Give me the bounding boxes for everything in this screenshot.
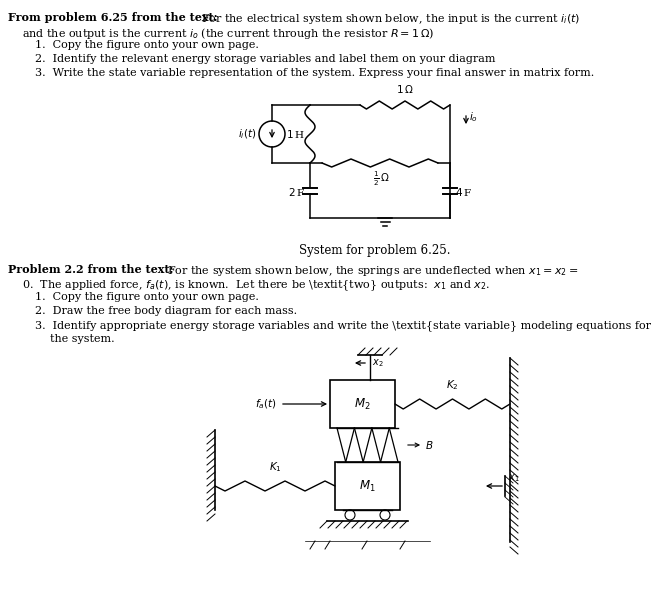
Text: 1.  Copy the figure onto your own page.: 1. Copy the figure onto your own page. [35, 292, 259, 302]
Text: 2.  Draw the free body diagram for each mass.: 2. Draw the free body diagram for each m… [35, 306, 297, 316]
Text: 1.  Copy the figure onto your own page.: 1. Copy the figure onto your own page. [35, 40, 259, 50]
Text: 3.  Identify appropriate energy storage variables and write the \textit{state va: 3. Identify appropriate energy storage v… [35, 320, 651, 331]
Text: the system.: the system. [50, 334, 114, 344]
Text: $M_2$: $M_2$ [354, 397, 371, 412]
Text: From problem 6.25 from the text:: From problem 6.25 from the text: [8, 12, 218, 23]
Text: $K_2$: $K_2$ [446, 378, 459, 392]
Text: $1\,$H: $1\,$H [286, 128, 305, 140]
Text: $2\,$F: $2\,$F [288, 187, 305, 199]
Bar [330, 380, 395, 428]
Text: $x_2$: $x_2$ [372, 357, 384, 369]
Text: Problem 2.2 from the text:: Problem 2.2 from the text: [8, 264, 174, 275]
Text: System for problem 6.25.: System for problem 6.25. [299, 244, 451, 257]
Text: $i_o$: $i_o$ [469, 110, 478, 124]
Text: $M_1$: $M_1$ [359, 478, 376, 494]
Bar [335, 462, 400, 510]
Text: $B$: $B$ [425, 439, 434, 451]
Text: 0.  The applied force, $f_a(t)$, is known.  Let there be \textit{two} outputs:  : 0. The applied force, $f_a(t)$, is known… [22, 278, 490, 293]
Text: $4\,$F: $4\,$F [455, 187, 472, 199]
Text: For the system shown below, the springs are undeflected when $x_1 = x_2 =$: For the system shown below, the springs … [160, 264, 578, 278]
Text: $\frac{1}{2}\,\Omega$: $\frac{1}{2}\,\Omega$ [374, 170, 390, 188]
Text: $f_a(t)$: $f_a(t)$ [255, 397, 277, 411]
Text: $x_1$: $x_1$ [508, 472, 520, 484]
Text: and the output is the current $i_o$ (the current through the resistor $R = 1\,\O: and the output is the current $i_o$ (the… [22, 26, 434, 41]
Text: $K_1$: $K_1$ [268, 460, 282, 474]
Text: $1\,\Omega$: $1\,\Omega$ [396, 83, 414, 95]
Text: For the electrical system shown below, the input is the current $i_i(t)$: For the electrical system shown below, t… [194, 12, 580, 26]
Text: 2.  Identify the relevant energy storage variables and label them on your diagra: 2. Identify the relevant energy storage … [35, 54, 495, 64]
Text: $i_i(t)$: $i_i(t)$ [238, 127, 256, 141]
Text: 3.  Write the state variable representation of the system. Express your final an: 3. Write the state variable representati… [35, 68, 594, 78]
